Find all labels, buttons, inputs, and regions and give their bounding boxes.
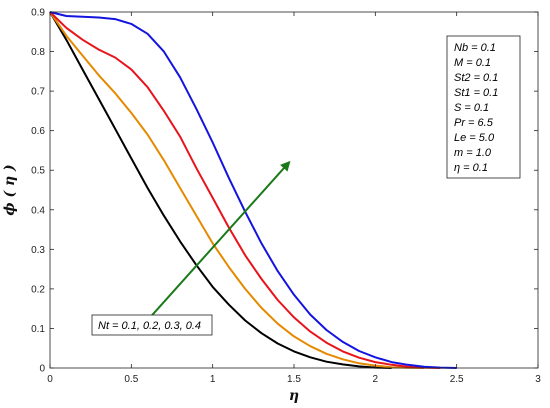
y-tick-label: 0.1: [31, 324, 45, 335]
parameter-line: Nb = 0.1: [454, 42, 496, 54]
series-line: [49, 11, 441, 369]
x-tick-label: 1: [210, 374, 216, 385]
y-axis-title: ϕ ( η ): [2, 164, 18, 215]
y-tick-label: 0.4: [31, 205, 45, 216]
series-line: [49, 11, 392, 369]
x-tick-label: 1.5: [287, 374, 301, 385]
series-line: [49, 11, 425, 369]
ticks-layer: 0 0.5 1 1.5 2 2.5 3 0 0.1 0.2 0.3 0.4 0.5 0.6 0.7 0.8 0.…: [31, 8, 541, 386]
y-tick-label: 0.2: [31, 284, 45, 295]
nt-annotation-frame: [91, 314, 213, 336]
x-tick-label: 2: [373, 374, 379, 385]
nt-annotation-label: Nt = 0.1, 0.2, 0.3, 0.4: [98, 320, 201, 332]
y-tick-label: 0.6: [31, 126, 45, 137]
parameter-line: Le = 5.0: [454, 132, 495, 144]
y-tick-label: 0: [39, 364, 45, 375]
y-tick-label: 0.7: [31, 87, 45, 98]
series-layer: [49, 11, 457, 369]
parameter-line: M = 0.1: [454, 57, 491, 69]
x-tick-label: 0.5: [124, 374, 138, 385]
parameter-box: Nb = 0.1 M = 0.1 St2 = 0.1 St1 = 0.1 S =…: [446, 35, 521, 179]
parameter-box-frame: [446, 35, 521, 179]
parameter-line: St2 = 0.1: [454, 72, 498, 84]
x-axis-title: η: [289, 388, 299, 404]
y-tick-label: 0.3: [31, 245, 45, 256]
x-tick-label: 0: [47, 374, 53, 385]
parameter-line: η = 0.1: [454, 162, 488, 174]
series-line: [49, 11, 457, 369]
parameter-line: S = 0.1: [454, 102, 489, 114]
nt-annotation-box: Nt = 0.1, 0.2, 0.3, 0.4: [91, 314, 213, 336]
y-tick-label: 0.9: [31, 8, 45, 19]
y-tick-label: 0.5: [31, 166, 45, 177]
nt-trend-arrow: [150, 160, 291, 318]
parameter-line: Pr = 6.5: [454, 117, 494, 129]
parameter-line: m = 1.0: [454, 147, 492, 159]
x-tick-label: 3: [535, 374, 541, 385]
x-tick-label: 2.5: [450, 374, 464, 385]
y-tick-label: 0.8: [31, 47, 45, 58]
parameter-line: St1 = 0.1: [454, 87, 498, 99]
